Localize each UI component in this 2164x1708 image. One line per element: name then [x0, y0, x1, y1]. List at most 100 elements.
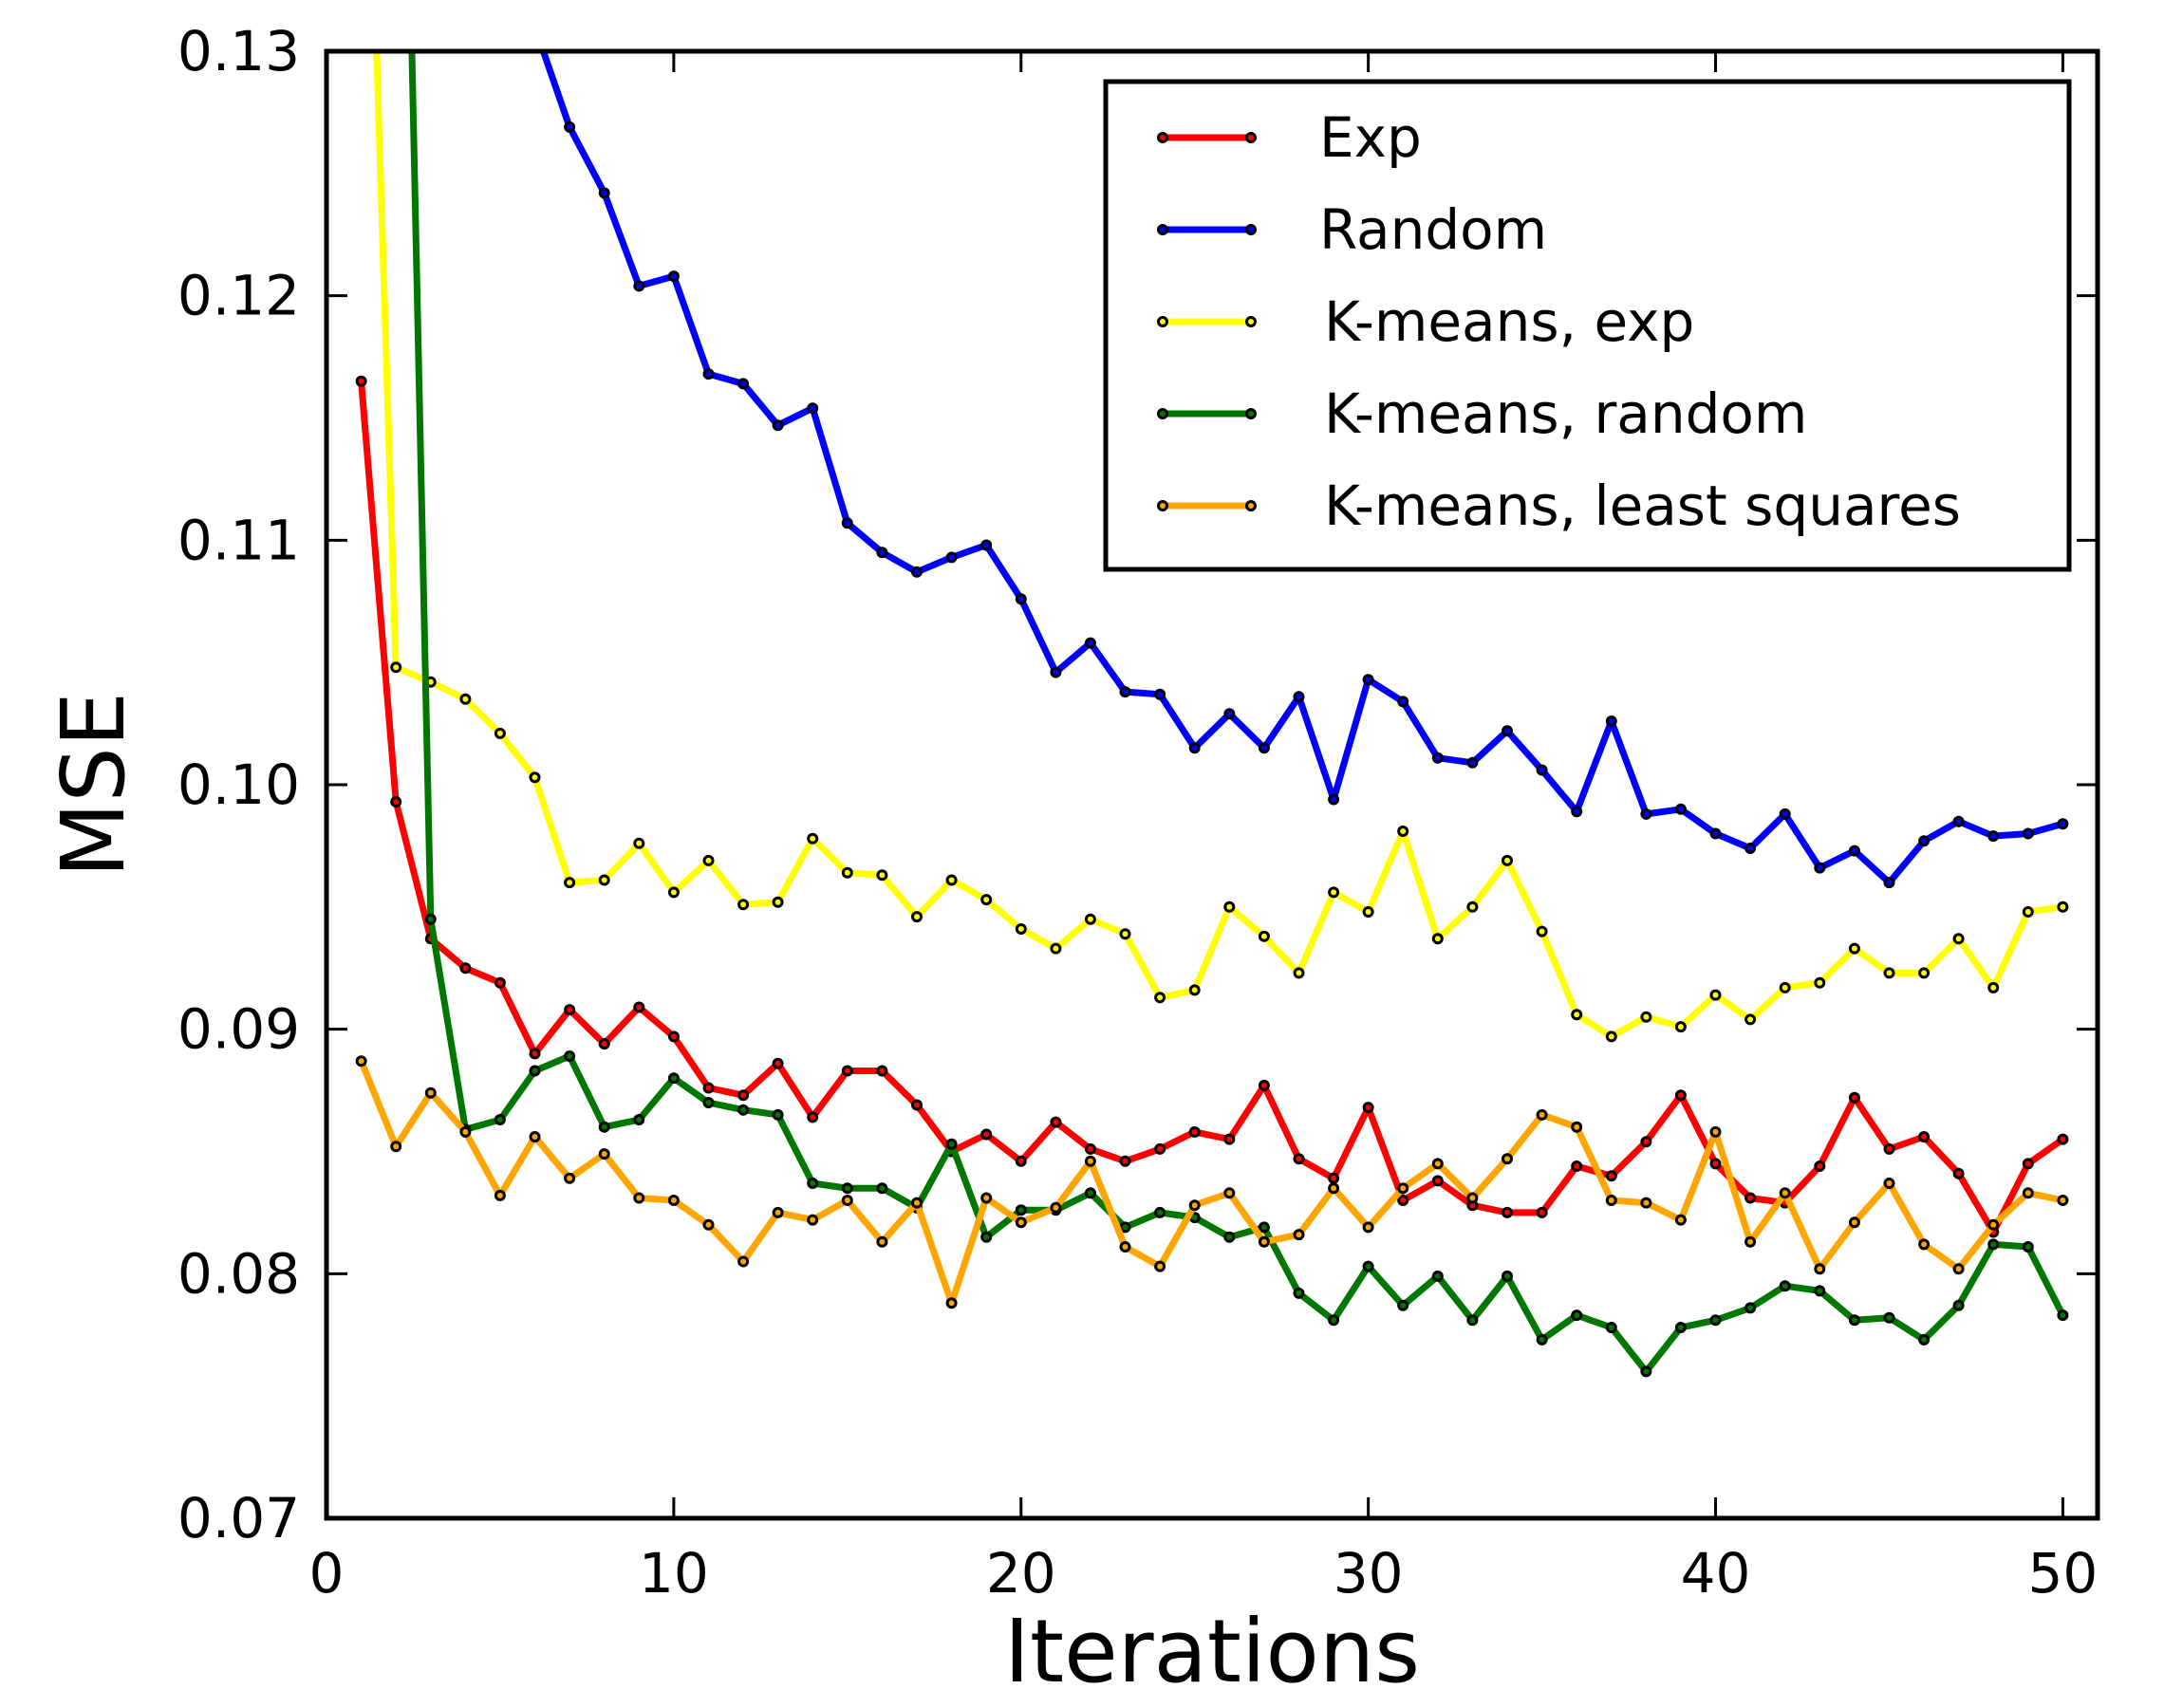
- data-point-k-means-random: [1640, 1365, 1652, 1378]
- data-point-k-means-exp: [945, 874, 958, 886]
- data-point-k-means-exp: [1709, 989, 1722, 1001]
- data-point-k-means-exp: [841, 866, 853, 879]
- data-point-k-means-least-squares: [1084, 1155, 1096, 1167]
- x-axis-ticks: 0 10 20 30 40 50: [309, 51, 2098, 1606]
- data-point-k-means-random: [633, 1114, 645, 1125]
- y-axis-title: MSE: [43, 692, 144, 878]
- data-point-k-means-least-squares: [737, 1255, 750, 1268]
- data-point-exp: [841, 1065, 853, 1077]
- data-point-k-means-exp: [1605, 1030, 1617, 1043]
- data-point-k-means-random: [1015, 1204, 1027, 1216]
- data-point-k-means-random: [1674, 1322, 1687, 1333]
- data-point-exp: [1154, 1142, 1166, 1155]
- data-point-k-means-exp: [564, 877, 576, 889]
- data-point-random: [1050, 666, 1062, 678]
- data-point-exp: [1640, 1136, 1652, 1148]
- legend-label: Exp: [1319, 105, 1422, 170]
- data-point-random: [807, 402, 819, 415]
- data-point-random: [1640, 808, 1652, 820]
- data-point-random: [1119, 686, 1131, 698]
- data-point-k-means-exp: [1502, 854, 1513, 866]
- data-point-exp: [980, 1128, 993, 1141]
- data-point-k-means-random: [807, 1178, 819, 1189]
- data-point-k-means-least-squares: [1605, 1195, 1617, 1206]
- legend-swatch-marker: [1157, 316, 1168, 327]
- data-point-k-means-random: [1571, 1309, 1583, 1322]
- data-point-k-means-least-squares: [1883, 1178, 1895, 1189]
- data-point-k-means-least-squares: [980, 1192, 993, 1204]
- data-point-random: [1952, 815, 1965, 827]
- data-point-exp: [1362, 1102, 1374, 1114]
- data-point-k-means-exp: [1119, 928, 1131, 940]
- data-point-k-means-least-squares: [355, 1055, 367, 1068]
- data-point-exp: [1918, 1131, 1931, 1142]
- data-point-random: [1328, 793, 1340, 806]
- data-point-k-means-random: [1119, 1221, 1131, 1234]
- data-point-k-means-random: [1814, 1285, 1826, 1297]
- data-point-k-means-random: [598, 1121, 610, 1133]
- data-point-k-means-exp: [598, 874, 610, 886]
- data-point-random: [1466, 756, 1479, 769]
- data-point-k-means-least-squares: [1952, 1263, 1965, 1275]
- data-point-k-means-exp: [1397, 826, 1409, 837]
- data-point-exp: [1709, 1158, 1722, 1170]
- data-point-exp: [390, 796, 402, 808]
- data-point-random: [1848, 845, 1860, 857]
- data-point-k-means-least-squares: [1814, 1263, 1826, 1275]
- x-axis-title: Iterations: [1004, 1601, 1420, 1702]
- data-point-k-means-exp: [876, 869, 888, 882]
- data-point-exp: [1674, 1089, 1687, 1102]
- data-point-random: [1397, 696, 1409, 708]
- data-point-k-means-least-squares: [772, 1206, 784, 1218]
- data-point-k-means-exp: [980, 894, 993, 906]
- data-point-exp: [1293, 1153, 1305, 1165]
- y-axis-ticks: 0.07 0.08 0.09 0.10 0.11 0.12 0.13: [177, 19, 2098, 1550]
- data-point-k-means-random: [1258, 1221, 1270, 1234]
- data-point-k-means-exp: [1258, 930, 1270, 942]
- legend-swatch-marker: [1245, 224, 1257, 235]
- data-point-exp: [355, 375, 367, 387]
- data-point-k-means-exp: [1015, 923, 1027, 935]
- series-layer: [355, 51, 2069, 1378]
- legend-entry-k-means-random: K-means, random: [1157, 381, 1807, 446]
- data-point-k-means-least-squares: [702, 1218, 715, 1231]
- legend-swatch-marker: [1157, 224, 1168, 235]
- data-point-k-means-exp: [494, 727, 506, 739]
- data-point-k-means-least-squares: [667, 1195, 680, 1206]
- data-point-exp: [1536, 1206, 1548, 1218]
- legend-label: K-means, exp: [1324, 289, 1694, 354]
- series-random: [539, 51, 2069, 889]
- data-point-k-means-exp: [1536, 925, 1548, 938]
- data-point-k-means-exp: [1814, 976, 1826, 989]
- data-point-random: [1605, 715, 1617, 727]
- data-point-k-means-random: [1466, 1314, 1479, 1327]
- data-point-random: [702, 368, 715, 381]
- data-point-k-means-random: [737, 1104, 750, 1116]
- data-point-k-means-random: [494, 1114, 506, 1125]
- data-point-k-means-least-squares: [1918, 1238, 1931, 1251]
- data-point-random: [1674, 803, 1687, 815]
- series-line-k-means-random: [408, 51, 2066, 1375]
- legend-entry-exp: Exp: [1157, 105, 1422, 170]
- data-point-k-means-random: [564, 1050, 576, 1062]
- data-point-exp: [1328, 1172, 1340, 1184]
- data-point-k-means-least-squares: [945, 1297, 958, 1309]
- data-point-k-means-least-squares: [1502, 1153, 1513, 1165]
- data-point-exp: [2057, 1133, 2069, 1145]
- data-point-k-means-least-squares: [1674, 1214, 1687, 1226]
- data-point-exp: [737, 1089, 750, 1102]
- data-point-k-means-random: [1709, 1314, 1722, 1327]
- data-point-k-means-least-squares: [459, 1125, 472, 1138]
- data-point-k-means-random: [2022, 1241, 2034, 1253]
- data-point-k-means-random: [1605, 1322, 1617, 1333]
- data-point-k-means-exp: [1674, 1021, 1687, 1033]
- data-point-exp: [1571, 1160, 1583, 1172]
- series-line-k-means-least-squares: [358, 1057, 2066, 1307]
- data-point-k-means-random: [1084, 1187, 1096, 1199]
- data-point-k-means-least-squares: [1397, 1182, 1409, 1195]
- data-point-random: [1571, 806, 1583, 818]
- data-point-k-means-exp: [529, 771, 541, 784]
- data-point-k-means-least-squares: [876, 1235, 888, 1248]
- x-tick-label: 10: [639, 1541, 709, 1606]
